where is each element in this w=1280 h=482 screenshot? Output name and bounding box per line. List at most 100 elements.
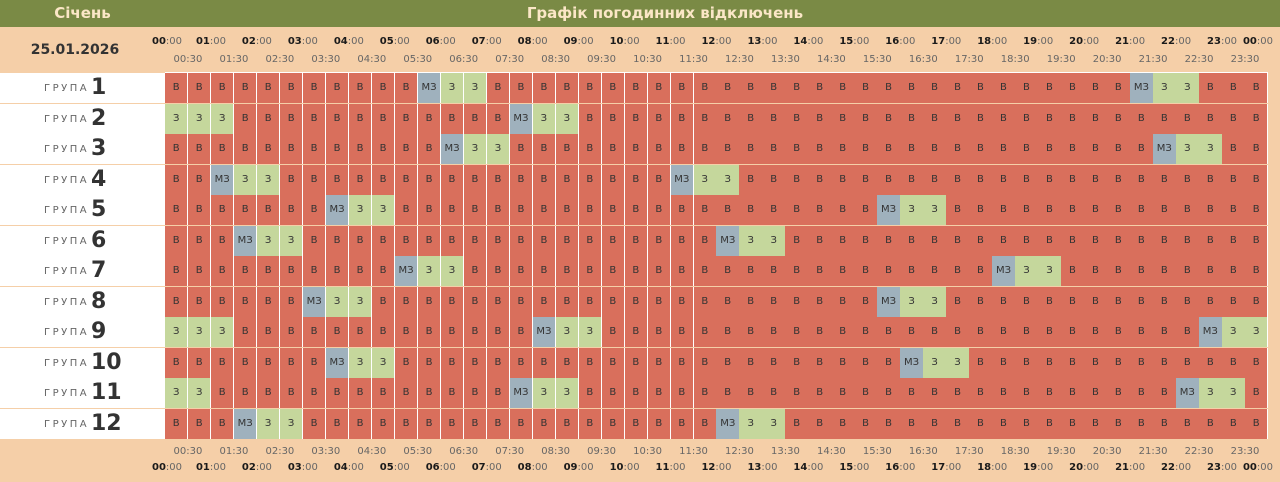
schedule-cell: В — [693, 408, 717, 439]
hour-label-bottom: 21:00 — [1115, 462, 1146, 473]
schedule-cell: В — [670, 378, 694, 408]
schedule-cell: З — [1015, 256, 1039, 286]
schedule-cell: В — [555, 225, 580, 256]
schedule-cell: В — [417, 317, 442, 347]
schedule-cell: В — [1153, 347, 1177, 378]
hour-label-bottom: 12:00 — [701, 462, 732, 473]
hour-label-top: 11:00 — [655, 36, 686, 47]
schedule-cell: В — [785, 195, 809, 225]
half-hour-label-top: 08:30 — [541, 54, 571, 65]
schedule-cell: В — [923, 134, 947, 164]
half-hour-label-bottom: 22:30 — [1184, 446, 1214, 457]
schedule-cell: В — [624, 134, 649, 164]
schedule-cell: В — [992, 134, 1016, 164]
schedule-cell: В — [417, 286, 442, 317]
schedule-cell: В — [302, 73, 327, 103]
schedule-cell: В — [1222, 195, 1246, 225]
schedule-cell: В — [417, 195, 442, 225]
schedule-cell: З — [233, 164, 258, 195]
hour-label-top: 13:00 — [747, 36, 778, 47]
schedule-cell: В — [348, 73, 373, 103]
schedule-cell: В — [854, 256, 878, 286]
half-hour-label-top: 18:30 — [1000, 54, 1030, 65]
group-number: 4 — [91, 166, 107, 192]
schedule-cell: В — [532, 408, 557, 439]
schedule-cell: В — [808, 347, 832, 378]
schedule-cell: В — [1222, 286, 1246, 317]
schedule-cell: В — [1084, 347, 1108, 378]
schedule-cell: В — [486, 225, 511, 256]
schedule-cell: В — [417, 134, 442, 164]
schedule-cell: МЗ — [716, 408, 740, 439]
schedule-cell: МЗ — [509, 378, 534, 408]
schedule-cell: З — [1176, 73, 1200, 103]
schedule-cell: В — [302, 408, 327, 439]
schedule-cell: В — [762, 286, 786, 317]
schedule-cell: В — [1222, 408, 1246, 439]
hour-label-bottom: 01:00 — [195, 462, 226, 473]
schedule-cell: МЗ — [210, 164, 235, 195]
schedule-cell: В — [1107, 317, 1131, 347]
schedule-cell: В — [1245, 134, 1269, 164]
schedule-cell: В — [440, 378, 465, 408]
schedule-cell: В — [831, 103, 855, 134]
schedule-cell: В — [900, 134, 924, 164]
hour-label-top: 14:00 — [793, 36, 824, 47]
schedule-cell: З — [187, 378, 212, 408]
schedule-cell: В — [302, 225, 327, 256]
schedule-cell: В — [578, 378, 603, 408]
schedule-cell: В — [1015, 408, 1039, 439]
schedule-cell: В — [1176, 286, 1200, 317]
schedule-cell: В — [210, 378, 235, 408]
schedule-cell: В — [210, 286, 235, 317]
hour-label-top: 00:00 — [151, 36, 183, 47]
half-hour-label-top: 11:30 — [679, 54, 708, 65]
schedule-cell: В — [302, 378, 327, 408]
schedule-cell: В — [647, 286, 672, 317]
half-hour-label-top: 10:30 — [633, 54, 662, 65]
schedule-cell: В — [371, 286, 396, 317]
schedule-cell: В — [969, 317, 993, 347]
schedule-cell: В — [1015, 195, 1039, 225]
schedule-cell: В — [808, 164, 832, 195]
schedule-cell: В — [969, 286, 993, 317]
schedule-cell: В — [1084, 134, 1108, 164]
schedule-cell: В — [417, 408, 442, 439]
schedule-cell: В — [187, 347, 212, 378]
schedule-cell: В — [716, 103, 740, 134]
header-bar: Січень Графік погодинних відключень — [0, 0, 1280, 27]
schedule-cell: В — [187, 134, 212, 164]
schedule-cell: В — [302, 256, 327, 286]
schedule-cell: В — [923, 73, 947, 103]
schedule-cell: В — [969, 195, 993, 225]
schedule-cell: В — [831, 195, 855, 225]
schedule-cell: В — [716, 73, 740, 103]
schedule-cell: МЗ — [417, 73, 442, 103]
schedule-cell: В — [1153, 286, 1177, 317]
schedule-cell: З — [946, 347, 970, 378]
schedule-cell: В — [693, 347, 717, 378]
schedule-cell: В — [394, 347, 419, 378]
schedule-cell: В — [1199, 286, 1223, 317]
half-hour-label-bottom: 20:30 — [1092, 446, 1122, 457]
group-number: 10 — [91, 349, 122, 375]
schedule-cell: В — [1107, 347, 1131, 378]
schedule-cell: З — [532, 103, 557, 134]
schedule-cell: В — [854, 378, 878, 408]
schedule-cell: В — [1130, 408, 1154, 439]
schedule-cell: В — [233, 256, 258, 286]
schedule-cell: В — [716, 286, 740, 317]
schedule-cell: МЗ — [440, 134, 465, 164]
half-hour-label-top: 01:30 — [219, 54, 249, 65]
schedule-cell: В — [877, 134, 901, 164]
schedule-cell: В — [762, 134, 786, 164]
schedule-cell: З — [1222, 378, 1246, 408]
schedule-cell: З — [256, 408, 281, 439]
schedule-cell: В — [165, 408, 189, 439]
schedule-cell: В — [210, 408, 235, 439]
schedule-cell: В — [210, 256, 235, 286]
schedule-cell: В — [992, 286, 1016, 317]
schedule-cell: В — [946, 286, 970, 317]
schedule-cell: В — [210, 73, 235, 103]
hour-label-top: 18:00 — [977, 36, 1008, 47]
